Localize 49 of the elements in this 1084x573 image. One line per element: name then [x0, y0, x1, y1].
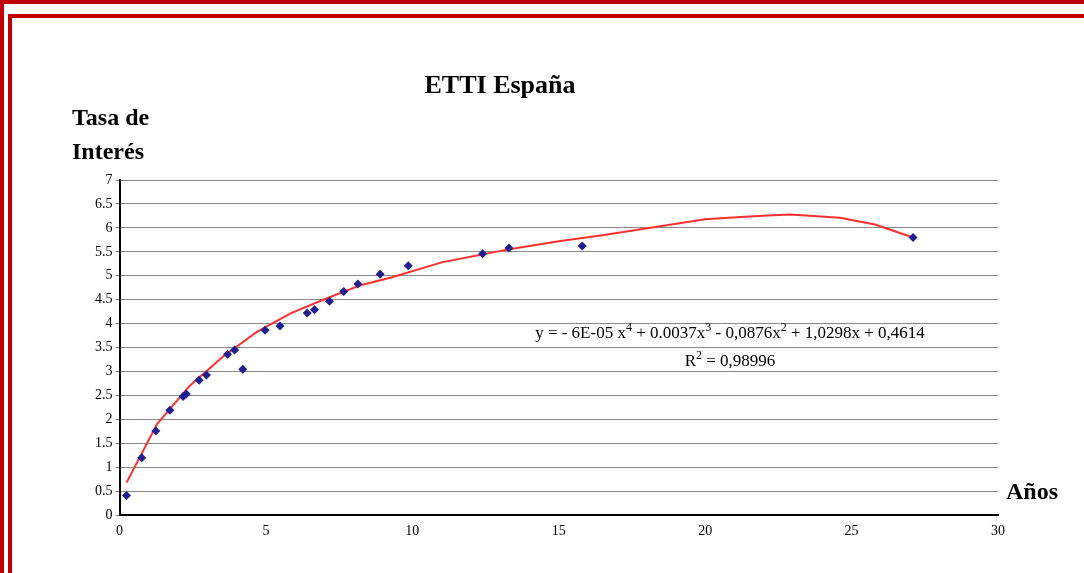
y-tick-label: 2.5 [95, 387, 113, 403]
y-tick-label: 4.5 [95, 291, 113, 307]
point [137, 453, 147, 463]
x-tick-label: 20 [698, 523, 713, 539]
point [223, 349, 233, 359]
chart-title: ETTI España [423, 70, 577, 100]
x-tick-label: 15 [551, 523, 566, 539]
y-tick-label: 6 [105, 219, 113, 235]
y-tick-label: 0.5 [95, 482, 113, 498]
point [194, 375, 204, 385]
y-tick-label: 5.5 [95, 243, 113, 259]
annotation: y = - 6E-05 x$^{4}$ + 0.0037x$^{3}$ - 0,0876x$^{2}$ + 1,0298x + 0,4614 [534, 319, 926, 344]
annotation: R$^{2}$ = 0,98996 [683, 346, 777, 372]
y-tick-label: 3 [105, 363, 113, 379]
point [353, 279, 363, 289]
point [504, 243, 514, 253]
point [122, 491, 132, 501]
point [403, 261, 413, 271]
y-tick-label: 0 [105, 506, 113, 522]
x-tick-label: 5 [262, 523, 270, 539]
point [201, 370, 211, 380]
y-tick-label: 6.5 [95, 195, 113, 211]
point [324, 296, 334, 306]
y-tick-label: 1 [105, 458, 113, 474]
point [275, 321, 285, 331]
y-tick-label: 2 [105, 411, 113, 427]
point [339, 287, 349, 297]
y-tick-label: 1.5 [95, 435, 113, 451]
point [238, 364, 248, 374]
point [165, 405, 175, 415]
point [310, 305, 320, 315]
point [260, 325, 270, 335]
point [302, 308, 312, 318]
point [375, 269, 385, 279]
y-tick-label: 7 [105, 171, 113, 187]
y-tick-label: 5 [105, 267, 113, 283]
x-tick-label: 0 [116, 523, 123, 539]
x-axis-title: Años [1006, 478, 1059, 505]
point [151, 426, 161, 436]
x-tick-label: 25 [844, 523, 859, 539]
y-tick-label: 4 [105, 315, 113, 331]
x-tick-label: 30 [991, 523, 1005, 539]
point [478, 249, 488, 259]
y-tick-label: 3.5 [95, 339, 113, 355]
y-axis-title: Tasa de Interés [72, 103, 151, 166]
point [577, 241, 587, 251]
x-tick-label: 10 [405, 523, 420, 539]
point [908, 232, 918, 242]
point [230, 345, 240, 355]
